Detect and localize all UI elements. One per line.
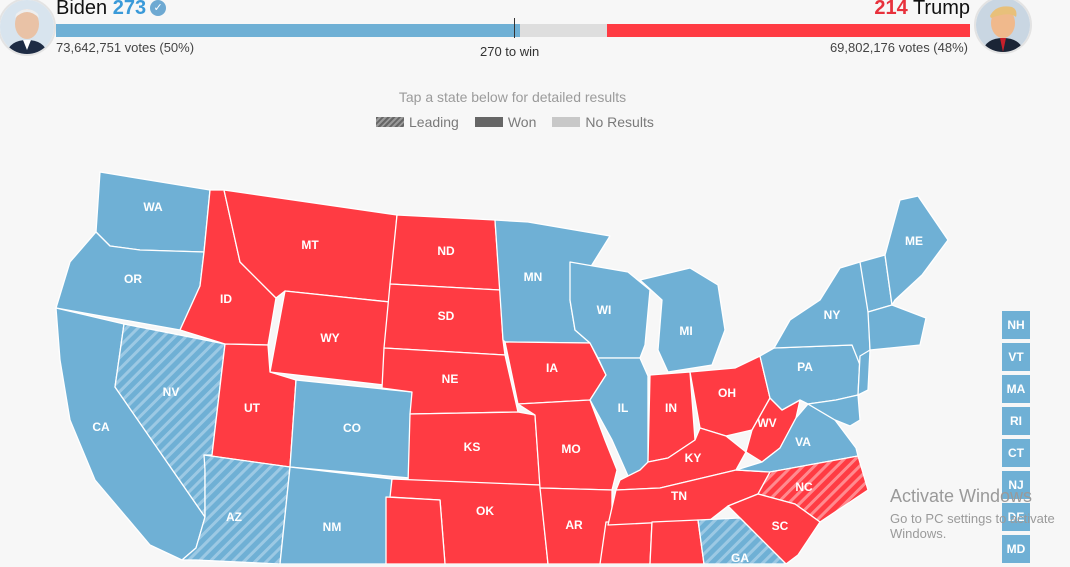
state-TX[interactable]: [385, 496, 446, 564]
map-hint: Tap a state below for detailed results: [398, 89, 627, 105]
state-label-CO: CO: [343, 421, 361, 435]
rep-name: Trump: [912, 0, 970, 19]
state-label-NC: NC: [795, 480, 813, 494]
state-label-NM: NM: [323, 520, 342, 534]
legend-won-label: Won: [507, 114, 537, 130]
rep-progress-bar: [607, 24, 970, 37]
state-label-ND: ND: [437, 244, 455, 258]
windows-activation-watermark: Activate Windows Go to PC settings to ac…: [890, 486, 1070, 541]
win-threshold-label: 270 to win: [480, 44, 540, 59]
state-MA-CT-RI[interactable]: [867, 304, 927, 351]
state-label-VA: VA: [795, 435, 811, 449]
legend-won: Won: [474, 114, 537, 130]
state-label-NE: NE: [442, 372, 459, 386]
state-label-MN: MN: [524, 270, 543, 284]
state-GA[interactable]: [697, 517, 787, 564]
state-MO[interactable]: [517, 399, 618, 491]
state-label-WY: WY: [320, 331, 339, 345]
biden-portrait-icon: [0, 0, 54, 54]
small-state-CT[interactable]: CT: [1002, 439, 1030, 467]
state-label-WI: WI: [597, 303, 612, 317]
state-label-AR: AR: [565, 518, 583, 532]
no-results-swatch: [552, 117, 581, 127]
dem-progress-bar: [56, 24, 520, 37]
trump-avatar: [974, 0, 1032, 54]
state-ME[interactable]: [884, 195, 949, 306]
state-label-SD: SD: [438, 309, 455, 323]
state-label-NY: NY: [824, 308, 841, 322]
state-MI[interactable]: [639, 267, 726, 373]
undecided-progress-bar: [520, 24, 607, 37]
state-LA-MS[interactable]: [599, 521, 653, 564]
state-label-MI: MI: [679, 324, 692, 338]
state-NM[interactable]: [279, 466, 393, 564]
state-label-MT: MT: [301, 238, 319, 252]
state-label-KS: KS: [464, 440, 481, 454]
won-swatch: [474, 117, 503, 127]
state-label-WA: WA: [143, 200, 163, 214]
state-SD[interactable]: [383, 283, 506, 356]
state-MD-DE[interactable]: [807, 394, 861, 427]
winner-check-icon: ✓: [150, 0, 167, 16]
state-label-MO: MO: [561, 442, 580, 456]
rep-electoral-votes: 214: [874, 0, 908, 19]
small-state-NH[interactable]: NH: [1002, 311, 1030, 339]
state-label-CA: CA: [92, 420, 110, 434]
dem-popular-votes: 73,642,751 votes (50%): [56, 40, 195, 55]
state-label-ME: ME: [905, 234, 923, 248]
dem-candidate: Biden 273 ✓: [56, 0, 167, 20]
small-state-MA[interactable]: MA: [1002, 375, 1030, 403]
state-label-NV: NV: [163, 385, 180, 399]
state-label-OR: OR: [124, 272, 142, 286]
dem-name: Biden: [56, 0, 108, 19]
state-label-PA: PA: [797, 360, 813, 374]
leading-swatch: [376, 117, 404, 127]
win-threshold-marker: [514, 18, 515, 38]
state-label-OH: OH: [718, 386, 736, 400]
state-label-ID: ID: [220, 292, 232, 306]
small-state-boxes: NH VT MA RI CT NJ DE MD: [1002, 311, 1030, 567]
state-label-SC: SC: [772, 519, 789, 533]
state-label-IL: IL: [618, 401, 629, 415]
legend-no-results-label: No Results: [585, 114, 654, 130]
dem-electoral-votes: 273: [112, 0, 147, 19]
watermark-title: Activate Windows: [890, 486, 1033, 506]
state-label-IA: IA: [546, 361, 558, 375]
small-state-NJ[interactable]: NJ: [1002, 471, 1030, 499]
map-legend: Leading Won No Results: [376, 114, 654, 130]
legend-no-results: No Results: [552, 114, 654, 130]
state-label-OK: OK: [476, 504, 494, 518]
state-KY[interactable]: [615, 427, 747, 491]
small-state-RI[interactable]: RI: [1002, 407, 1030, 435]
state-label-WV: WV: [757, 416, 776, 430]
small-state-MD[interactable]: MD: [1002, 535, 1030, 563]
trump-portrait-icon: [976, 0, 1030, 52]
legend-leading: Leading: [376, 114, 459, 130]
state-AL[interactable]: [649, 519, 705, 564]
watermark-subtitle: Go to PC settings to activate Windows.: [890, 511, 1055, 541]
small-state-DE[interactable]: DE: [1002, 503, 1030, 531]
state-label-IN: IN: [665, 401, 677, 415]
state-NJ[interactable]: [857, 349, 871, 396]
state-label-GA: GA: [731, 551, 749, 564]
state-label-TN: TN: [671, 489, 687, 503]
small-state-VT[interactable]: VT: [1002, 343, 1030, 371]
us-election-map: WA OR CA NV ID MT WY UT AZ CO NM ND SD NE KS OK MN IA MO AR…: [55, 171, 949, 564]
rep-popular-votes: 69,802,176 votes (48%): [829, 40, 968, 55]
legend-leading-label: Leading: [409, 114, 459, 130]
state-label-UT: UT: [244, 401, 261, 415]
rep-candidate: 214 Trump: [874, 0, 970, 20]
biden-avatar: [0, 0, 56, 56]
state-label-AZ: AZ: [226, 510, 242, 524]
state-label-KY: KY: [685, 451, 702, 465]
